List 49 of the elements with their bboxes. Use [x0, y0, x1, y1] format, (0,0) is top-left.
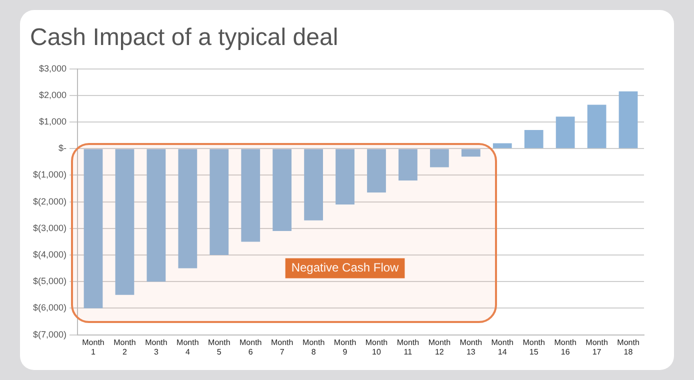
bar [398, 149, 418, 181]
x-tick-label: Month 10 [365, 338, 388, 356]
x-tick-label: Month 7 [270, 338, 294, 356]
y-tick-label: $1,000 [38, 116, 67, 126]
x-tick-label: Month 14 [491, 338, 514, 356]
x-tick-label: Month 8 [302, 338, 325, 356]
x-tick-label: Month 15 [522, 338, 545, 356]
x-tick-label: Month 18 [617, 338, 640, 356]
bar [272, 149, 292, 232]
bar [241, 149, 260, 242]
bar [587, 104, 606, 148]
bar [84, 149, 103, 308]
bar [430, 149, 449, 168]
bar [146, 149, 166, 282]
y-tick-label: $(2,000) [32, 196, 67, 206]
y-tick-label: $2,000 [38, 90, 67, 100]
x-tick-label: Month 4 [176, 338, 199, 356]
y-tick-label: $(6,000) [32, 302, 67, 313]
bar [556, 116, 575, 148]
x-tick-label: Month 11 [396, 338, 420, 356]
bar [461, 149, 480, 157]
bar [492, 143, 512, 148]
x-tick-label: Month 12 [428, 338, 451, 356]
x-tick-label: Month 2 [114, 338, 136, 356]
bar [210, 149, 229, 255]
y-tick-label: $(3,000) [32, 222, 67, 233]
bar [178, 149, 198, 268]
y-tick-label: $3,000 [38, 63, 67, 74]
y-tick-label: $- [58, 143, 67, 154]
chart-title: Cash Impact of a typical deal [30, 24, 338, 52]
bar [115, 149, 134, 295]
bar [304, 149, 323, 220]
x-tick-label: Month 17 [586, 338, 608, 356]
x-tick-label: Month 6 [239, 338, 262, 356]
bar [618, 91, 638, 148]
x-tick-label: Month 3 [145, 338, 168, 356]
x-tick-label: Month 1 [82, 338, 104, 356]
y-tick-label: $(4,000) [32, 249, 67, 260]
y-tick-label: $(5,000) [32, 276, 67, 286]
x-tick-label: Month 13 [460, 338, 482, 356]
x-tick-label: Month 16 [554, 338, 576, 356]
x-tick-label: Month 9 [334, 338, 356, 356]
annotation: Negative Cash Flow [291, 260, 400, 275]
x-tick-label: Month 5 [208, 338, 230, 356]
bar [367, 149, 386, 192]
y-tick-label: $(7,000) [32, 329, 67, 340]
bar [524, 130, 544, 148]
bar [336, 149, 354, 204]
y-tick-label: $(1,000) [32, 170, 67, 180]
